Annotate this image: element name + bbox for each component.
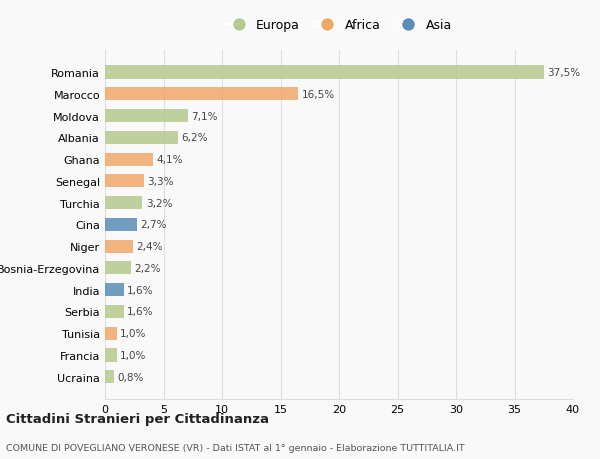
Bar bbox=[105, 218, 137, 231]
Text: 37,5%: 37,5% bbox=[547, 68, 580, 78]
Bar bbox=[105, 67, 544, 79]
Bar bbox=[105, 153, 153, 166]
Bar bbox=[105, 349, 116, 362]
Text: 2,2%: 2,2% bbox=[134, 263, 161, 274]
Text: 0,8%: 0,8% bbox=[118, 372, 144, 382]
Text: 1,0%: 1,0% bbox=[120, 350, 146, 360]
Text: 2,7%: 2,7% bbox=[140, 220, 167, 230]
Text: 3,2%: 3,2% bbox=[146, 198, 172, 208]
Text: 1,0%: 1,0% bbox=[120, 329, 146, 338]
Bar bbox=[105, 175, 143, 188]
Text: 3,3%: 3,3% bbox=[147, 176, 173, 186]
Text: Cittadini Stranieri per Cittadinanza: Cittadini Stranieri per Cittadinanza bbox=[6, 412, 269, 425]
Bar bbox=[105, 240, 133, 253]
Bar bbox=[105, 110, 188, 123]
Text: 1,6%: 1,6% bbox=[127, 285, 154, 295]
Text: 1,6%: 1,6% bbox=[127, 307, 154, 317]
Text: 4,1%: 4,1% bbox=[157, 155, 183, 165]
Text: 6,2%: 6,2% bbox=[181, 133, 208, 143]
Bar bbox=[105, 284, 124, 297]
Text: COMUNE DI POVEGLIANO VERONESE (VR) - Dati ISTAT al 1° gennaio - Elaborazione TUT: COMUNE DI POVEGLIANO VERONESE (VR) - Dat… bbox=[6, 443, 464, 452]
Text: 16,5%: 16,5% bbox=[302, 90, 335, 100]
Bar bbox=[105, 196, 142, 210]
Bar bbox=[105, 370, 115, 383]
Legend: Europa, Africa, Asia: Europa, Africa, Asia bbox=[221, 14, 457, 37]
Text: 2,4%: 2,4% bbox=[137, 241, 163, 252]
Bar bbox=[105, 305, 124, 318]
Bar bbox=[105, 262, 131, 275]
Bar bbox=[105, 88, 298, 101]
Bar bbox=[105, 132, 178, 145]
Bar bbox=[105, 327, 116, 340]
Text: 7,1%: 7,1% bbox=[191, 112, 218, 121]
